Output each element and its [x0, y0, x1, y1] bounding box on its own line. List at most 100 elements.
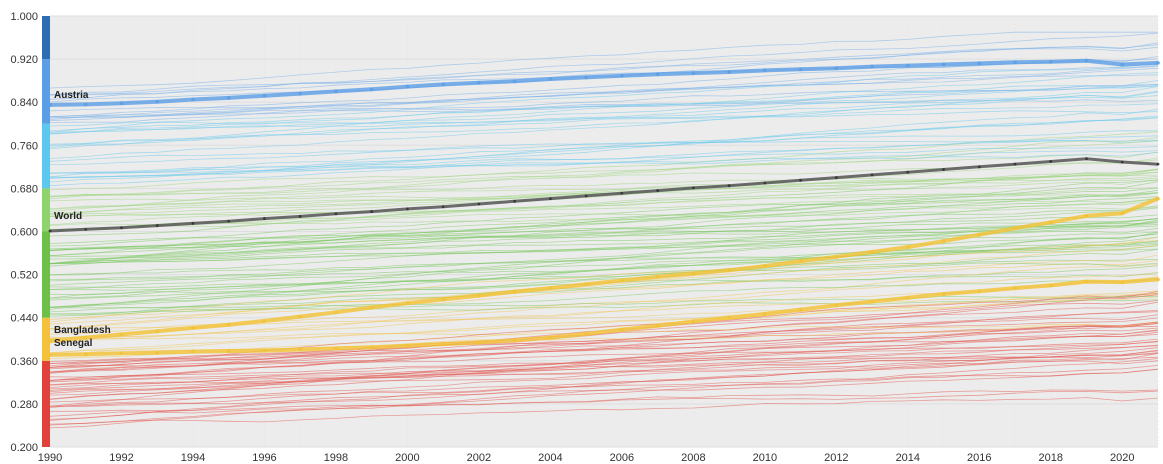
series-point-austria [620, 74, 624, 78]
x-tick-label: 2006 [610, 452, 634, 464]
series-line-bangladesh [49, 196, 1159, 343]
hdi-band-segment [42, 59, 50, 124]
series-point-bangladesh [727, 268, 731, 273]
series-point-bangladesh [620, 278, 624, 283]
series-point-austria [262, 93, 267, 98]
series-point-senegal [191, 349, 195, 354]
country-line [49, 233, 1159, 267]
country-line [49, 311, 1159, 383]
country-line [49, 323, 1159, 373]
country-line [49, 301, 1159, 370]
series-point-austria [548, 77, 553, 81]
series-point-austria [1084, 58, 1089, 63]
country-line [49, 331, 1159, 400]
series-point-world [1013, 162, 1017, 166]
series-point-bangladesh [870, 250, 874, 254]
y-tick-label: 0.840 [10, 97, 38, 109]
x-tick-label: 1994 [181, 452, 205, 464]
country-line [49, 187, 1159, 256]
series-point-austria [441, 82, 445, 87]
hdi-band-segment [42, 16, 50, 60]
country-line [49, 236, 1159, 308]
country-line [49, 347, 1159, 420]
series-point-bangladesh [941, 239, 946, 243]
x-tick-label: 2000 [395, 452, 419, 464]
country-line [49, 198, 1159, 265]
country-line [49, 200, 1159, 232]
series-point-senegal [906, 295, 910, 300]
series-point-senegal [655, 323, 660, 328]
y-tick-label: 0.760 [10, 140, 38, 152]
series-point-senegal [1156, 277, 1160, 282]
country-line [49, 46, 1159, 96]
country-line [49, 84, 1159, 119]
series-point-bangladesh [977, 232, 982, 237]
series-point-austria [655, 72, 660, 76]
series-point-austria [1048, 59, 1053, 64]
country-line [49, 292, 1159, 381]
series-point-austria [48, 103, 52, 107]
series-point-senegal [691, 319, 696, 324]
series-point-world [1120, 160, 1124, 164]
series-line-senegal [49, 277, 1159, 357]
series-point-world [799, 178, 802, 182]
series-point-world [691, 186, 695, 190]
country-line [49, 103, 1159, 135]
country-line [49, 110, 1159, 127]
country-line [49, 244, 1159, 331]
country-line [49, 117, 1159, 174]
country-line [49, 294, 1159, 368]
series-point-senegal [834, 303, 839, 308]
country-line [49, 176, 1159, 215]
y-axis-ticks: 0.200 0.280 0.360 0.440 0.520 0.600 0.680 0.760… [10, 11, 38, 454]
series-point-senegal [1048, 283, 1053, 288]
country-line [49, 341, 1159, 385]
series-point-senegal [548, 335, 553, 340]
country-line [49, 368, 1159, 403]
x-tick-label: 2010 [753, 452, 777, 464]
country-line [49, 85, 1159, 132]
series-point-world [906, 170, 910, 174]
country-line [49, 115, 1159, 179]
country-line [49, 74, 1159, 121]
series-point-bangladesh [1048, 220, 1053, 225]
series-point-senegal [1084, 279, 1089, 284]
series-point-austria [405, 84, 410, 89]
country-line [49, 353, 1159, 378]
series-point-austria [1156, 61, 1160, 65]
series-point-senegal [870, 299, 874, 304]
country-line [49, 32, 1159, 100]
series-point-austria [226, 96, 231, 100]
country-line [49, 150, 1159, 174]
country-line [49, 262, 1159, 288]
series-point-bangladesh [369, 305, 374, 310]
series-point-world [406, 207, 409, 211]
series-point-senegal [155, 350, 160, 355]
country-line [49, 222, 1159, 252]
series-point-austria [906, 63, 910, 68]
series-point-austria [83, 102, 88, 107]
series-point-bangladesh [834, 255, 839, 259]
country-line [49, 217, 1159, 265]
country-line [49, 389, 1159, 417]
series-point-senegal [620, 327, 624, 332]
country-line [49, 293, 1159, 354]
series-point-senegal [512, 338, 517, 343]
series-point-senegal [977, 289, 982, 294]
series-point-world [584, 194, 588, 198]
country-line [49, 63, 1159, 133]
series-label-bangladesh: Bangladesh [54, 325, 111, 336]
x-tick-label: 2002 [467, 452, 491, 464]
country-line [49, 338, 1159, 368]
y-tick-label: 0.360 [10, 356, 38, 368]
country-line [49, 151, 1159, 191]
x-tick-label: 1992 [109, 452, 133, 464]
series-point-bangladesh [83, 335, 88, 340]
series-point-world [477, 202, 481, 206]
series-point-bangladesh [334, 310, 338, 315]
series-point-senegal [1120, 280, 1125, 284]
series-point-austria [334, 89, 338, 94]
x-tick-label: 2004 [538, 452, 562, 464]
country-line [49, 159, 1159, 217]
series-point-bangladesh [477, 293, 481, 298]
